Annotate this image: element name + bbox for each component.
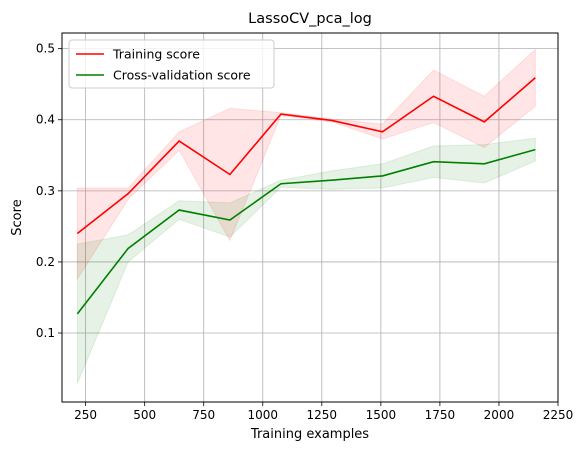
y-axis-label: Score: [10, 199, 25, 235]
y-tick-label: 0.5: [36, 42, 55, 56]
series-0-line: [76, 77, 536, 235]
x-axis-label: Training examples: [250, 427, 369, 442]
x-tick-label: 500: [133, 408, 156, 422]
series-1-line: [76, 148, 536, 315]
plot-frame: [61, 32, 559, 403]
x-tick-label: 1500: [366, 408, 397, 422]
chart-title: LassoCV_pca_log: [248, 11, 372, 27]
y-tick-label: 0.3: [36, 184, 55, 198]
legend-box: [68, 39, 275, 89]
axis-ticks: 250 500 750 1000 1250 1500 1750 2000 2250 0.1 0.2 0…: [36, 42, 573, 422]
legend-label: Cross-validation score: [113, 68, 251, 83]
legend-label: Training score: [112, 47, 200, 62]
y-tick-label: 0.1: [36, 326, 55, 340]
x-tick-label: 1000: [247, 408, 278, 422]
series-0-band: [76, 48, 536, 281]
y-tick-label: 0.2: [36, 255, 55, 269]
legend: Training score Cross-validation score: [68, 39, 275, 89]
x-tick-label: 2250: [543, 408, 574, 422]
series-lines: [76, 77, 536, 315]
x-tick-label: 250: [74, 408, 97, 422]
x-tick-label: 1250: [307, 408, 338, 422]
x-tick-label: 1750: [425, 408, 456, 422]
y-tick-label: 0.4: [36, 113, 55, 127]
x-tick-label: 2000: [484, 408, 515, 422]
x-tick-label: 750: [192, 408, 215, 422]
grid: [62, 33, 559, 402]
